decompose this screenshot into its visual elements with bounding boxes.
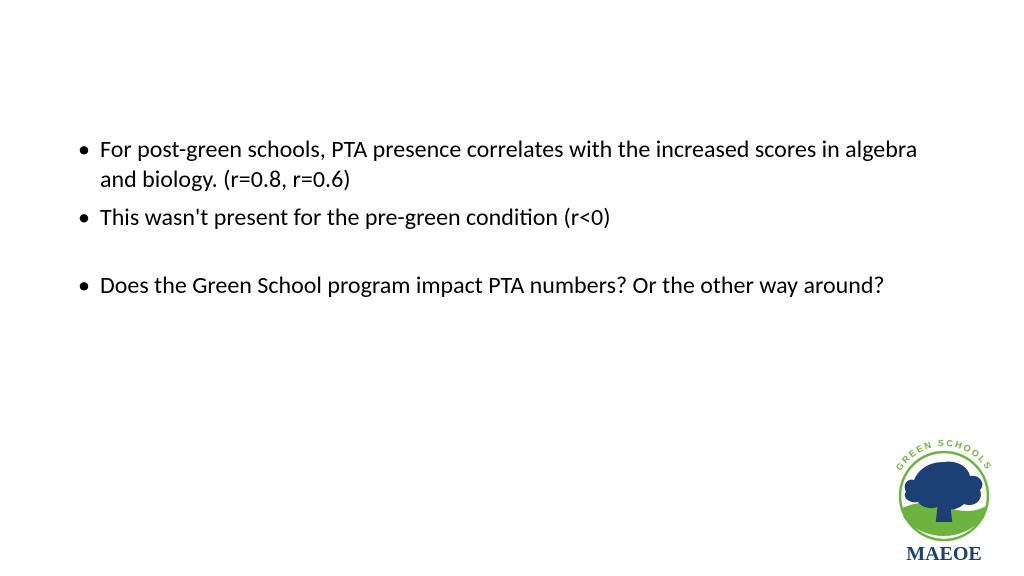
slide-body: For post-green schools, PTA presence cor…	[78, 135, 946, 309]
slide: For post-green schools, PTA presence cor…	[0, 0, 1024, 576]
bullet-item: Does the Green School program impact PTA…	[78, 271, 946, 301]
bullet-item: This wasn't present for the pre-green co…	[78, 203, 946, 233]
bullet-list: Does the Green School program impact PTA…	[78, 271, 946, 301]
logo-org-text: MAEOE	[906, 543, 982, 565]
tree-trunk-icon	[940, 500, 948, 522]
bullet-list: For post-green schools, PTA presence cor…	[78, 135, 946, 233]
bullet-item: For post-green schools, PTA presence cor…	[78, 135, 946, 195]
maeoe-logo: GREEN SCHOOLS MAEOE	[874, 436, 1014, 566]
spacer	[78, 241, 946, 271]
